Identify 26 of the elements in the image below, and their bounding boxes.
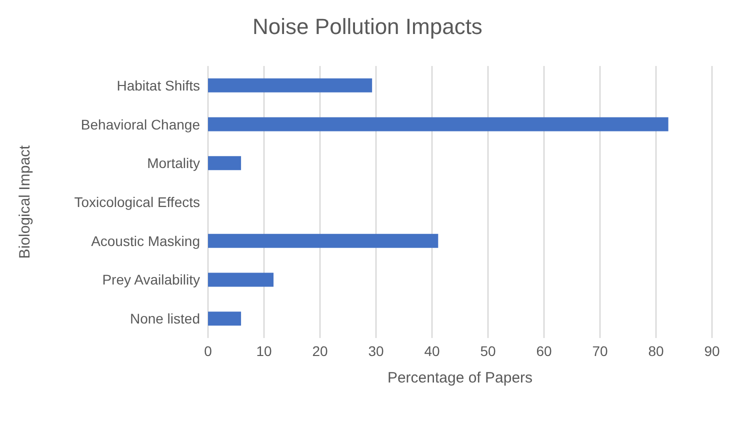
- bar: [208, 117, 668, 132]
- x-tick-label: 90: [704, 342, 720, 359]
- x-tick-label: 20: [312, 342, 328, 359]
- y-tick-label: Mortality: [147, 155, 200, 172]
- x-tick-label: 30: [368, 342, 384, 359]
- chart-title: Noise Pollution Impacts: [252, 13, 484, 41]
- x-tick-label: 40: [424, 342, 440, 359]
- x-tick-label: 50: [480, 342, 496, 359]
- bar: [208, 156, 242, 170]
- y-axis-title: Biological Impact: [16, 144, 34, 259]
- bar: [208, 234, 438, 248]
- y-tick-label: Habitat Shifts: [116, 77, 200, 94]
- x-tick-label: 10: [256, 342, 272, 359]
- y-tick-label: Toxicological Effects: [74, 194, 200, 210]
- bar: [208, 312, 242, 326]
- x-axis-title: Percentage of Papers: [387, 370, 533, 387]
- y-tick-label: Prey Availability: [102, 272, 200, 288]
- y-tick-label: None listed: [130, 310, 200, 327]
- y-tick-label: Behavioral Change: [80, 116, 200, 132]
- x-tick-label: 0: [204, 342, 212, 359]
- x-tick-label: 80: [648, 342, 664, 359]
- bar: [208, 78, 372, 92]
- x-tick-label: 60: [536, 342, 552, 359]
- x-tick-label: 70: [592, 342, 608, 359]
- y-tick-label: Acoustic Masking: [91, 232, 200, 249]
- bar: [208, 272, 274, 287]
